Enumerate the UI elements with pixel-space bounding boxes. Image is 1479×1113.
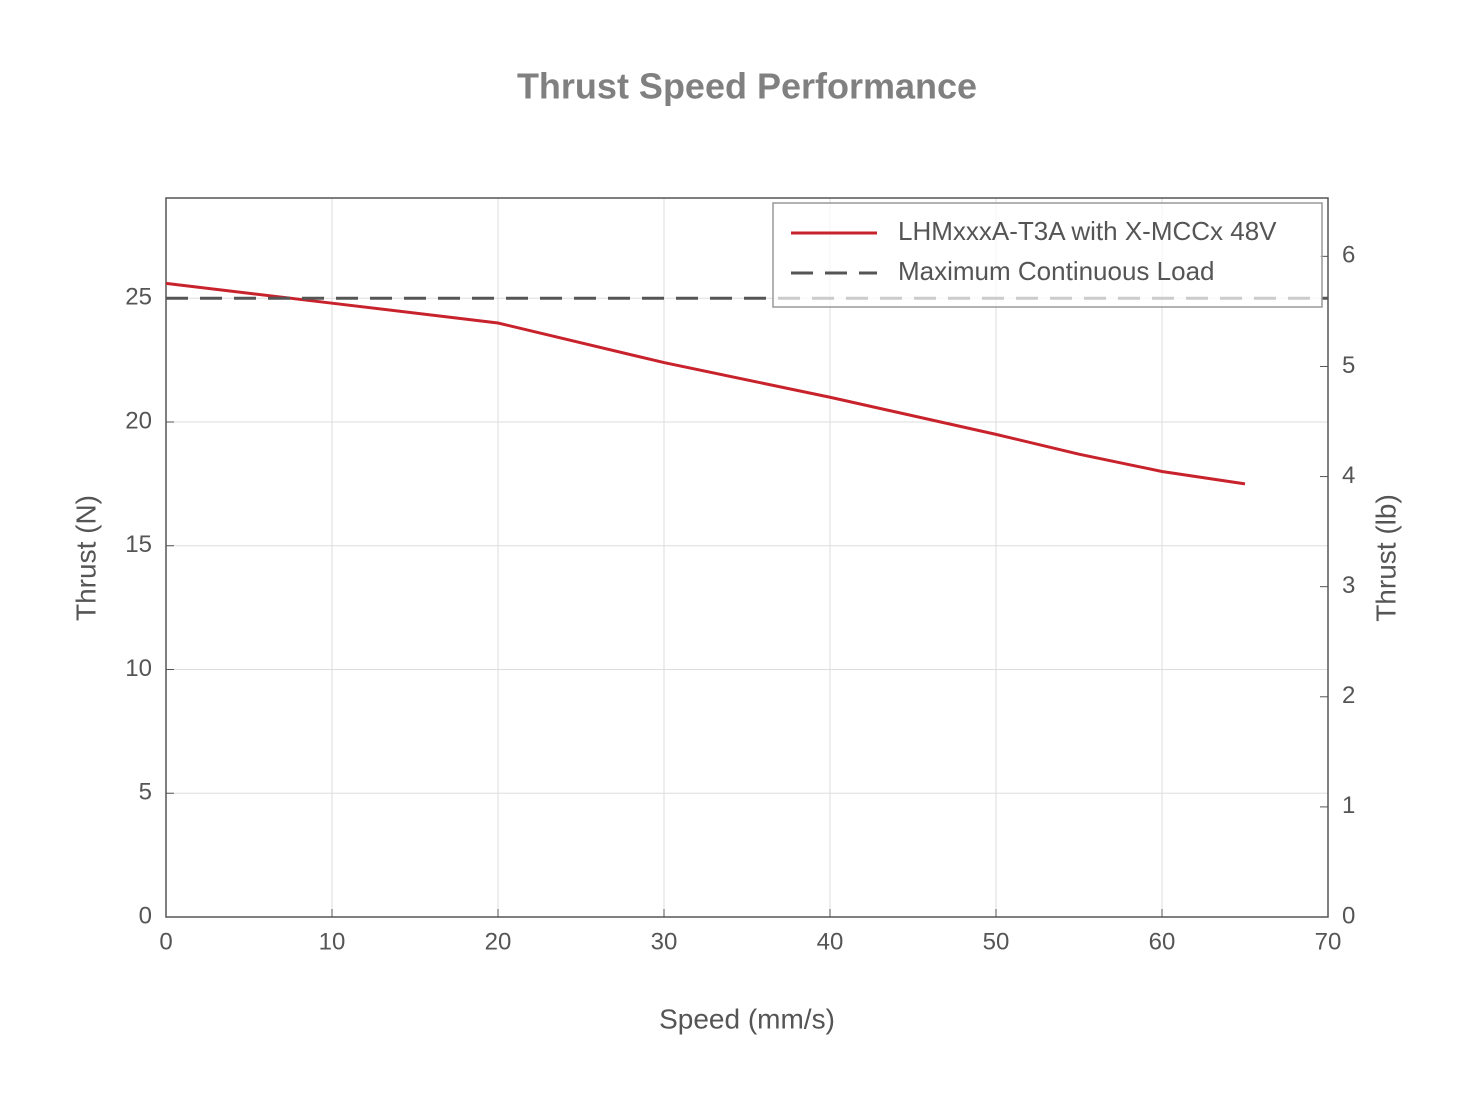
- y-tick-label: 0: [139, 902, 152, 929]
- y2-tick-label: 1: [1342, 792, 1355, 819]
- y-axis-label: Thrust (N): [70, 495, 101, 621]
- x-tick-label: 30: [651, 928, 678, 955]
- data-line: [165, 281, 1246, 486]
- y2-tick-label: 2: [1342, 682, 1355, 709]
- x-tick-label: 50: [983, 928, 1010, 955]
- y-tick-label: 15: [125, 531, 152, 558]
- x-tick-label: 10: [319, 928, 346, 955]
- y2-tick-label: 0: [1342, 902, 1355, 929]
- x-tick-label: 40: [817, 928, 844, 955]
- y-tick-label: 5: [139, 779, 152, 806]
- x-tick-label: 60: [1149, 928, 1176, 955]
- y2-tick-label: 5: [1342, 352, 1355, 379]
- x-tick-label: 20: [485, 928, 512, 955]
- plot-frame: [165, 197, 1329, 918]
- x-tick-label: 70: [1315, 928, 1342, 955]
- y2-tick-label: 6: [1342, 242, 1355, 269]
- legend-label: Maximum Continuous Load: [898, 256, 1215, 286]
- y-tick-label: 20: [125, 407, 152, 434]
- chart-title: Thrust Speed Performance: [517, 66, 977, 107]
- y2-tick-label: 3: [1342, 572, 1355, 599]
- y-tick-label: 10: [125, 655, 152, 682]
- y2-tick-label: 4: [1342, 462, 1355, 489]
- y-tick-label: 25: [125, 284, 152, 311]
- x-axis-label: Speed (mm/s): [659, 1003, 835, 1034]
- x-tick-label: 0: [159, 928, 172, 955]
- legend-label: LHMxxxA-T3A with X-MCCx 48V: [898, 216, 1277, 246]
- legend-box: [772, 202, 1323, 308]
- y2-axis-label: Thrust (lb): [1370, 494, 1401, 622]
